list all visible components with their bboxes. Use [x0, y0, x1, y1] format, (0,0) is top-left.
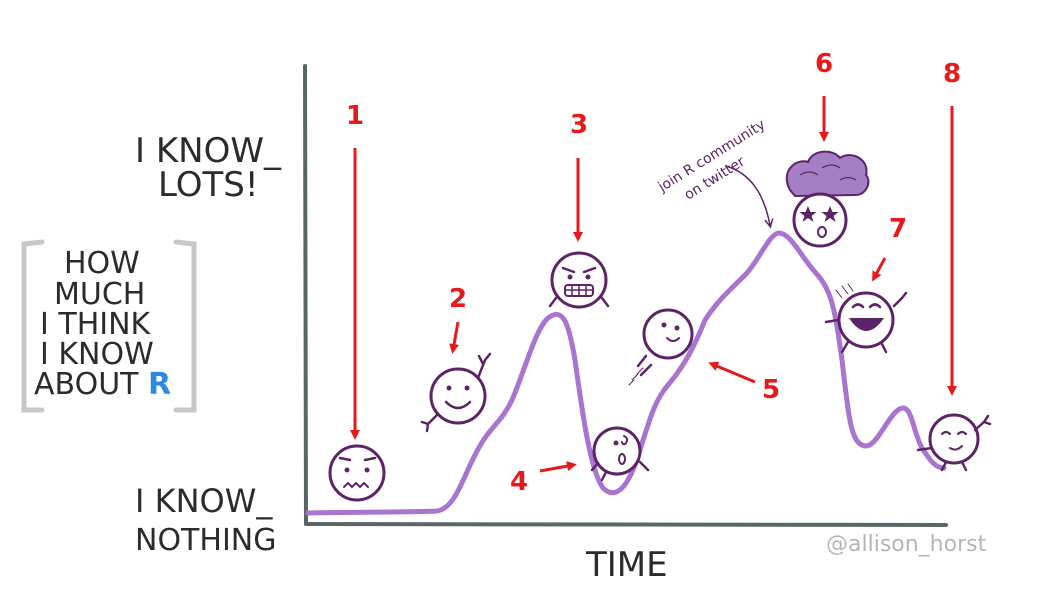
right-bracket: [173, 239, 197, 413]
marker-6: 6: [815, 49, 833, 142]
r-letter: R: [148, 367, 171, 402]
learning-curve: [305, 230, 947, 516]
svg-text:5: 5: [762, 375, 780, 405]
marker-3: 3: [570, 110, 588, 242]
face-worried-icon: [328, 444, 386, 502]
y-label-line-1: HOW: [64, 246, 140, 281]
svg-text:2: 2: [449, 284, 467, 314]
face-mind-blown-icon: [785, 150, 870, 248]
y-bottom-label-line1: I KNOW_: [135, 482, 273, 520]
marker-1: 1: [346, 101, 364, 440]
y-top-label-line1: I KNOW_: [135, 131, 282, 171]
y-label-about: ABOUT: [34, 367, 148, 402]
face-happy-waving-icon: [420, 352, 492, 433]
x-axis: [304, 522, 948, 527]
svg-text:3: 3: [570, 110, 588, 140]
left-bracket: [21, 239, 45, 413]
y-label-bracket-box: HOW MUCH I THINK I KNOW ABOUT R: [21, 239, 197, 413]
svg-text:6: 6: [815, 49, 833, 79]
artist-credit: @allison_horst: [826, 532, 987, 557]
y-label-line-3: I THINK: [40, 307, 152, 342]
svg-text:1: 1: [346, 101, 364, 131]
svg-text:8: 8: [943, 59, 961, 89]
community-annotation: join R community on twitter: [655, 117, 770, 225]
y-top-label-line2: LOTS!: [158, 165, 258, 205]
y-axis: [303, 64, 308, 526]
annotation-arrow: [725, 165, 770, 225]
marker-2: 2: [449, 284, 467, 354]
face-ecstatic-icon: [824, 283, 908, 354]
marker-8: 8: [943, 59, 961, 396]
x-axis-label: TIME: [585, 545, 668, 585]
svg-text:4: 4: [510, 467, 528, 497]
y-label-line-5: ABOUT R: [34, 367, 171, 402]
face-grimacing-icon: [548, 251, 610, 309]
y-label-line-4: I KNOW: [40, 337, 154, 372]
marker-5: 5: [708, 361, 780, 405]
marker-7: 7: [872, 214, 907, 282]
svg-text:7: 7: [889, 214, 907, 244]
y-label-line-2: MUCH: [54, 277, 145, 312]
brain-cloud: [785, 150, 870, 198]
face-climbing-icon: [628, 308, 694, 386]
face-content-icon: [916, 413, 992, 472]
face-dizzy-icon: [590, 426, 650, 482]
marker-4: 4: [510, 461, 577, 497]
y-bottom-label-line2: NOTHING: [135, 523, 276, 558]
